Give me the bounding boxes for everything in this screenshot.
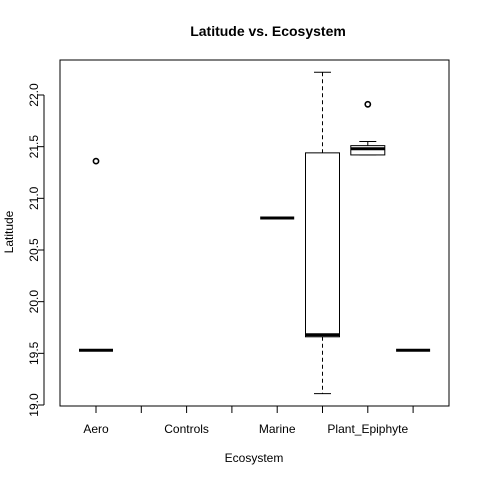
- y-axis: 19.0 19.5 20.0 20.5 21.0 21.5 22.0: [27, 83, 45, 417]
- boxes-group: [79, 71, 431, 395]
- outlier-point: [92, 157, 100, 165]
- x-tick-label: Marine: [259, 422, 296, 436]
- x-tick-label: Controls: [164, 422, 209, 436]
- y-tick-label: 19.0: [27, 393, 41, 417]
- x-tick-label: Aero: [83, 422, 109, 436]
- box-body: [305, 152, 340, 338]
- x-axis: Aero Controls Marine Plant_Epiphyte: [83, 405, 414, 436]
- y-tick-label: 20.0: [27, 290, 41, 314]
- plot-frame: [59, 59, 450, 407]
- box-6: [350, 100, 386, 156]
- box-5: [305, 71, 340, 395]
- y-tick-label: 22.0: [27, 83, 41, 107]
- y-tick-label: 21.5: [27, 135, 41, 159]
- y-tick-label: 19.5: [27, 341, 41, 365]
- y-axis-label: Latitude: [2, 210, 16, 253]
- y-tick-label: 21.0: [27, 186, 41, 210]
- outlier-point: [364, 100, 372, 108]
- x-axis-label: Ecosystem: [225, 451, 284, 465]
- box-body: [350, 145, 386, 156]
- x-tick-label: Plant_Epiphyte: [327, 422, 408, 436]
- y-tick-label: 20.5: [27, 238, 41, 262]
- box-0: [79, 157, 113, 352]
- chart-title: Latitude vs. Ecosystem: [190, 23, 346, 39]
